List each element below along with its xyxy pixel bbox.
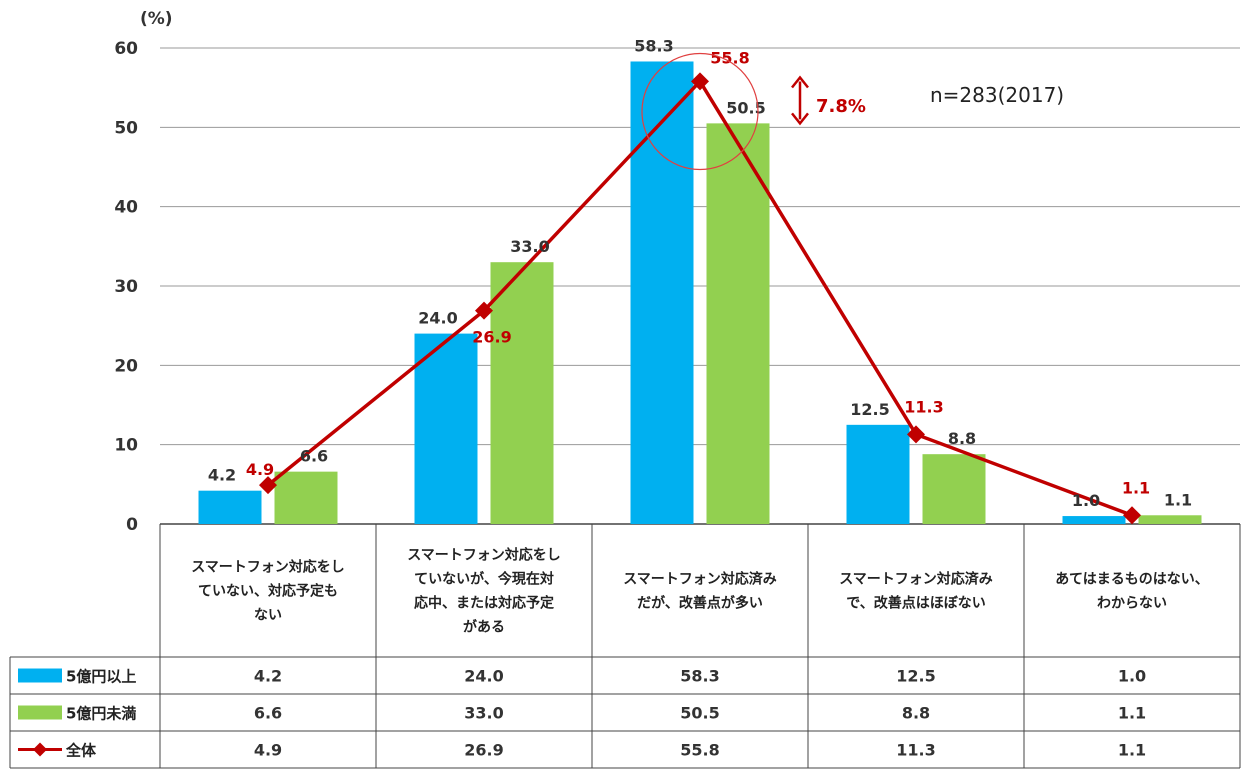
y-tick-label: 30	[114, 277, 138, 297]
total-marker-0	[259, 476, 277, 495]
legend-label: 5億円未満	[66, 705, 136, 723]
y-axis: 0 10 20 30 40 50 60	[114, 39, 138, 535]
bar-large-4	[1062, 516, 1126, 524]
table-cell: 12.5	[896, 667, 935, 686]
bar-large-3	[846, 424, 910, 524]
total-value-label: 1.1	[1122, 478, 1150, 497]
bars	[198, 61, 1202, 525]
bar-large-2	[630, 61, 694, 525]
legend-swatch-1	[18, 705, 62, 720]
table-cell: 33.0	[464, 704, 503, 723]
data-table: スマートフォン対応をしていない、対応予定もないスマートフォン対応をしていないが、…	[9, 524, 1241, 769]
legend-label: 5億円以上	[66, 668, 136, 686]
y-tick-label: 60	[114, 39, 138, 59]
total-line-series	[259, 72, 1141, 525]
category-label: で、改善点はほぼない	[846, 595, 985, 612]
bar-value-label: 33.0	[510, 237, 549, 256]
category-label: スマートフォン対応をし	[407, 547, 561, 564]
total-marker-4	[1123, 506, 1141, 525]
category-label: だが、改善点が多い	[637, 595, 763, 612]
gap-arrow-head-down	[791, 112, 809, 126]
bar-value-label: 4.2	[208, 466, 236, 485]
table-cell: 4.2	[254, 667, 282, 686]
total-line	[266, 78, 1133, 517]
bar-value-label: 6.6	[300, 447, 328, 466]
category-label: スマートフォン対応済み	[623, 571, 777, 588]
bar-value-label: 58.3	[634, 36, 673, 55]
category-label: あてはまるものはない、	[1055, 572, 1208, 588]
y-tick-label: 20	[114, 356, 138, 376]
y-tick-label: 10	[114, 436, 138, 456]
bar-value-label: 50.5	[726, 98, 765, 117]
total-marker-2	[691, 72, 709, 91]
bar-small-2	[706, 123, 770, 524]
category-label: わからない	[1097, 596, 1167, 612]
total-marker-1	[475, 301, 493, 320]
total-value-label: 11.3	[904, 397, 943, 416]
legend-label: 全体	[65, 742, 97, 760]
table-cell: 11.3	[896, 741, 935, 760]
data-labels: 4.2 24.0 58.3 12.5 1.0 6.6 33.0 50.5 8.8 1.1 4.9 26…	[208, 36, 1192, 510]
gap-annotation: 7.8%	[816, 96, 866, 117]
bar-value-label: 1.0	[1072, 491, 1100, 510]
table-cell: 1.1	[1118, 741, 1146, 760]
table-cell: 1.1	[1118, 704, 1146, 723]
category-label: がある	[463, 619, 505, 636]
bar-small-0	[274, 471, 338, 524]
bar-value-label: 12.5	[850, 400, 889, 419]
table-cell: 8.8	[902, 704, 930, 723]
table-cell: 1.0	[1118, 667, 1146, 686]
bar-small-1	[490, 262, 554, 524]
gap-arrow-head-up	[791, 75, 809, 89]
total-marker-3	[907, 425, 925, 444]
y-axis-unit: (%)	[140, 9, 173, 29]
annotations: n=283(2017) 7.8%	[641, 52, 1064, 171]
bar-value-label: 8.8	[948, 429, 976, 448]
table-cell: 58.3	[680, 667, 719, 686]
sample-size-annotation: n=283(2017)	[930, 83, 1064, 107]
legend-swatch-0	[18, 668, 62, 683]
total-value-label: 4.9	[246, 460, 274, 479]
bar-value-label: 1.1	[1164, 490, 1192, 509]
bar-value-label: 24.0	[418, 309, 457, 328]
bar-large-0	[198, 490, 262, 524]
category-label: ていないが、今現在対	[414, 571, 554, 588]
table-cell: 6.6	[254, 704, 282, 723]
category-label: スマートフォン対応済み	[839, 571, 993, 588]
category-label: 応中、または対応予定	[414, 595, 554, 612]
category-label: スマートフォン対応をし	[191, 559, 345, 576]
table-cell: 24.0	[464, 667, 503, 686]
total-value-label: 26.9	[472, 328, 511, 347]
y-tick-label: 0	[126, 515, 138, 535]
category-label: ていない、対応予定も	[198, 583, 338, 600]
table-cell: 4.9	[254, 741, 282, 760]
total-value-label: 55.8	[710, 48, 749, 67]
category-label: ない	[254, 608, 282, 624]
table-cell: 55.8	[680, 741, 719, 760]
gridlines	[160, 47, 1240, 525]
highlight-circle	[641, 52, 759, 171]
table-cell: 26.9	[464, 741, 503, 760]
legend-marker	[33, 742, 47, 757]
table-cell: 50.5	[680, 704, 719, 723]
y-tick-label: 50	[114, 118, 138, 138]
bar-small-3	[922, 454, 986, 524]
y-tick-label: 40	[114, 198, 138, 218]
bar-large-1	[414, 333, 478, 524]
bar-small-4	[1138, 515, 1202, 524]
